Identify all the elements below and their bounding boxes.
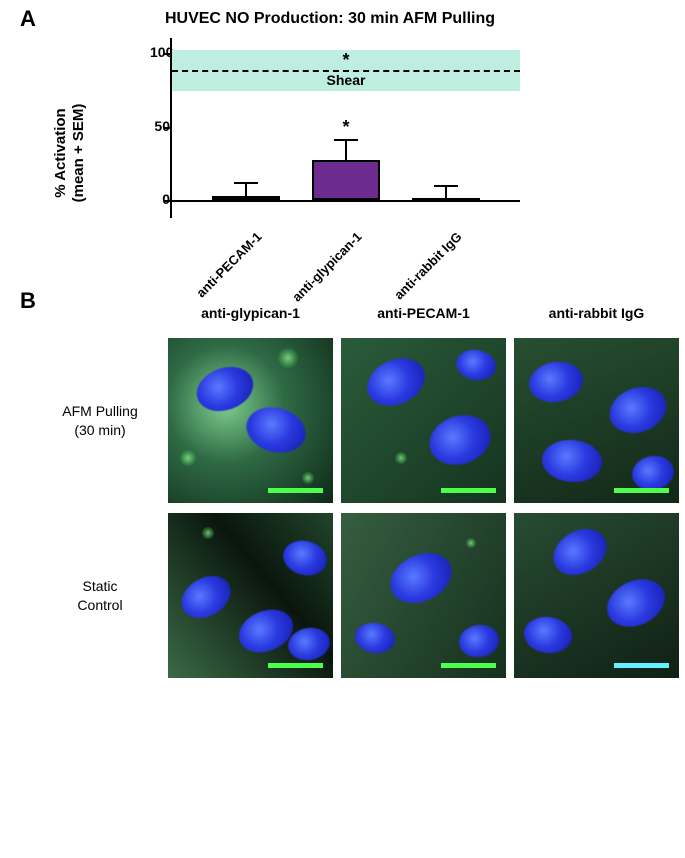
micrograph: [341, 513, 506, 678]
column-header: anti-PECAM-1: [341, 305, 506, 321]
y-axis-label: % Activation (mean + SEM): [52, 53, 88, 253]
y-tick-label: 50: [150, 118, 170, 134]
error-bar: [245, 183, 247, 199]
fluorescence-spot: [302, 472, 314, 484]
micrograph: [514, 513, 679, 678]
scale-bar: [268, 663, 323, 668]
column-header: anti-glypican-1: [168, 305, 333, 321]
panel-a-label: A: [20, 6, 36, 32]
fluorescence-spot: [180, 450, 196, 466]
panel-b-label: B: [20, 288, 36, 314]
fluorescence-spot: [202, 527, 214, 539]
figure: A HUVEC NO Production: 30 min AFM Pullin…: [0, 0, 685, 698]
shear-label: Shear: [172, 72, 520, 88]
fluorescence-spot: [395, 452, 407, 464]
scale-bar: [441, 488, 496, 493]
y-tick-label: 100: [150, 44, 170, 60]
plot-area: Shear**: [170, 38, 520, 218]
error-bar: [445, 186, 447, 199]
micrograph: [341, 338, 506, 503]
y-tick-label: 0: [150, 191, 170, 207]
scale-bar: [614, 663, 669, 668]
micrograph: [168, 338, 333, 503]
scale-bar: [614, 488, 669, 493]
chart-area: % Activation (mean + SEM) 050100 Shear**…: [110, 38, 550, 268]
micrograph: [514, 338, 679, 503]
shear-significance-star: *: [172, 50, 520, 71]
panel-a: A HUVEC NO Production: 30 min AFM Pullin…: [0, 0, 685, 278]
significance-star: *: [342, 117, 349, 138]
fluorescence-spot: [466, 538, 476, 548]
scale-bar: [441, 663, 496, 668]
row-header: AFM Pulling(30 min): [40, 402, 160, 438]
bar: [312, 160, 380, 200]
scale-bar: [268, 488, 323, 493]
y-axis-label-line2: (mean + SEM): [70, 104, 87, 203]
fluorescence-spot: [278, 348, 298, 368]
error-bar-cap: [234, 182, 258, 184]
error-bar-cap: [334, 139, 358, 141]
chart-title: HUVEC NO Production: 30 min AFM Pulling: [110, 10, 550, 28]
error-bar-cap: [434, 185, 458, 187]
error-bar: [345, 140, 347, 161]
chart-wrap: HUVEC NO Production: 30 min AFM Pulling …: [110, 10, 550, 268]
image-grid: anti-glypican-1anti-PECAM-1anti-rabbit I…: [40, 298, 665, 678]
panel-b: B anti-glypican-1 anti-PECAM-1 anti-rabbit…: [0, 278, 685, 698]
y-axis-label-line1: % Activation: [52, 108, 69, 197]
column-header: anti-rabbit IgG: [514, 305, 679, 321]
row-header: StaticControl: [40, 577, 160, 613]
micrograph: [168, 513, 333, 678]
